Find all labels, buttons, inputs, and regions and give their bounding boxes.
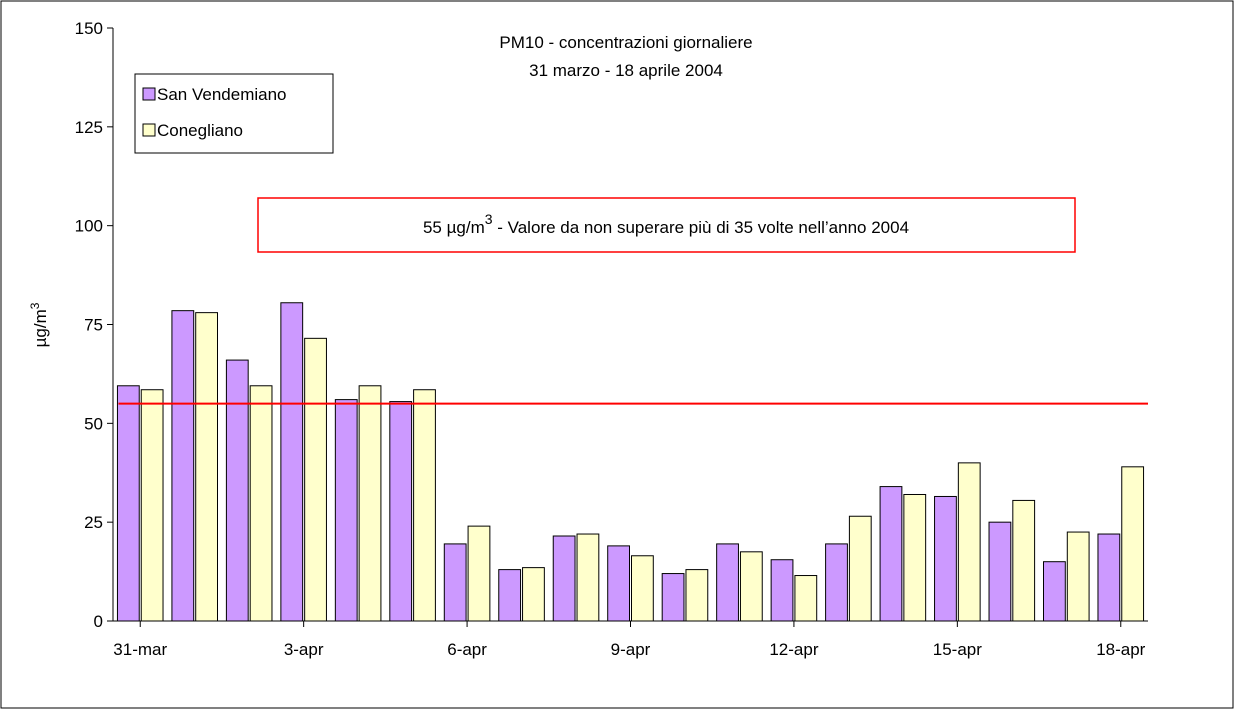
bar — [661, 573, 685, 622]
chart-title: PM10 - concentrazioni giornaliere — [499, 33, 752, 52]
bar — [171, 310, 195, 622]
annotation-suffix: - Valore da non superare più di 35 volte… — [493, 218, 909, 237]
y-label-sup: 3 — [28, 302, 42, 309]
bar — [467, 525, 491, 622]
bar — [1043, 561, 1066, 622]
y-tick-label: 100 — [75, 217, 103, 236]
bar — [140, 389, 164, 622]
bar — [825, 543, 848, 622]
y-tick-label: 75 — [84, 316, 103, 335]
bar — [988, 521, 1012, 622]
bar — [225, 359, 249, 622]
x-tick-label: 9-apr — [611, 640, 651, 659]
bar — [358, 385, 382, 622]
legend-label: Conegliano — [157, 121, 243, 140]
y-axis-label: µg/m3 — [28, 302, 50, 347]
legend-swatch — [142, 123, 156, 137]
bar — [1121, 466, 1145, 622]
y-label-text: µg/m — [31, 309, 50, 347]
x-tick-label: 31-mar — [113, 640, 167, 659]
y-tick-label: 150 — [75, 19, 103, 38]
bar — [794, 575, 818, 622]
bar — [280, 302, 304, 622]
x-tick-label: 3-apr — [284, 640, 324, 659]
legend-box — [134, 73, 334, 154]
bar — [498, 569, 522, 622]
annotation-prefix: 55 µg/m — [423, 218, 485, 237]
annotation-box — [257, 197, 1076, 253]
bar — [934, 495, 957, 622]
y-tick-label: 25 — [84, 513, 103, 532]
bar — [1097, 533, 1121, 622]
bar — [903, 493, 927, 622]
chart-subtitle: 31 marzo - 18 aprile 2004 — [529, 61, 723, 80]
bar — [552, 535, 576, 622]
bar — [413, 389, 436, 622]
bar — [443, 543, 467, 622]
annotation-sup: 3 — [485, 211, 493, 227]
x-tick-label: 18-apr — [1096, 640, 1145, 659]
bar — [716, 543, 739, 622]
y-tick-label: 50 — [84, 414, 103, 433]
bar — [957, 462, 981, 622]
bar — [195, 312, 218, 622]
bar — [879, 486, 903, 622]
bar — [631, 555, 654, 622]
bar — [1066, 531, 1090, 622]
bar — [848, 515, 872, 622]
bar — [249, 385, 273, 622]
bar — [576, 533, 600, 622]
y-tick-label: 0 — [94, 612, 103, 631]
bar — [389, 401, 413, 622]
annotation: 55 µg/m3 - Valore da non superare più di… — [423, 211, 909, 237]
x-tick-label: 12-apr — [769, 640, 818, 659]
bar — [304, 337, 327, 622]
x-tick-label: 15-apr — [933, 640, 982, 659]
bar — [770, 559, 794, 622]
bar — [1012, 499, 1036, 622]
x-tick-label: 6-apr — [447, 640, 487, 659]
legend-swatch — [142, 87, 156, 101]
legend-label: San Vendemiano — [157, 85, 287, 104]
bar — [607, 545, 630, 622]
bar — [116, 385, 140, 622]
bar — [739, 551, 763, 622]
y-tick-label: 125 — [75, 118, 103, 137]
bar — [334, 399, 358, 622]
bar — [522, 567, 545, 622]
bar — [685, 569, 709, 622]
